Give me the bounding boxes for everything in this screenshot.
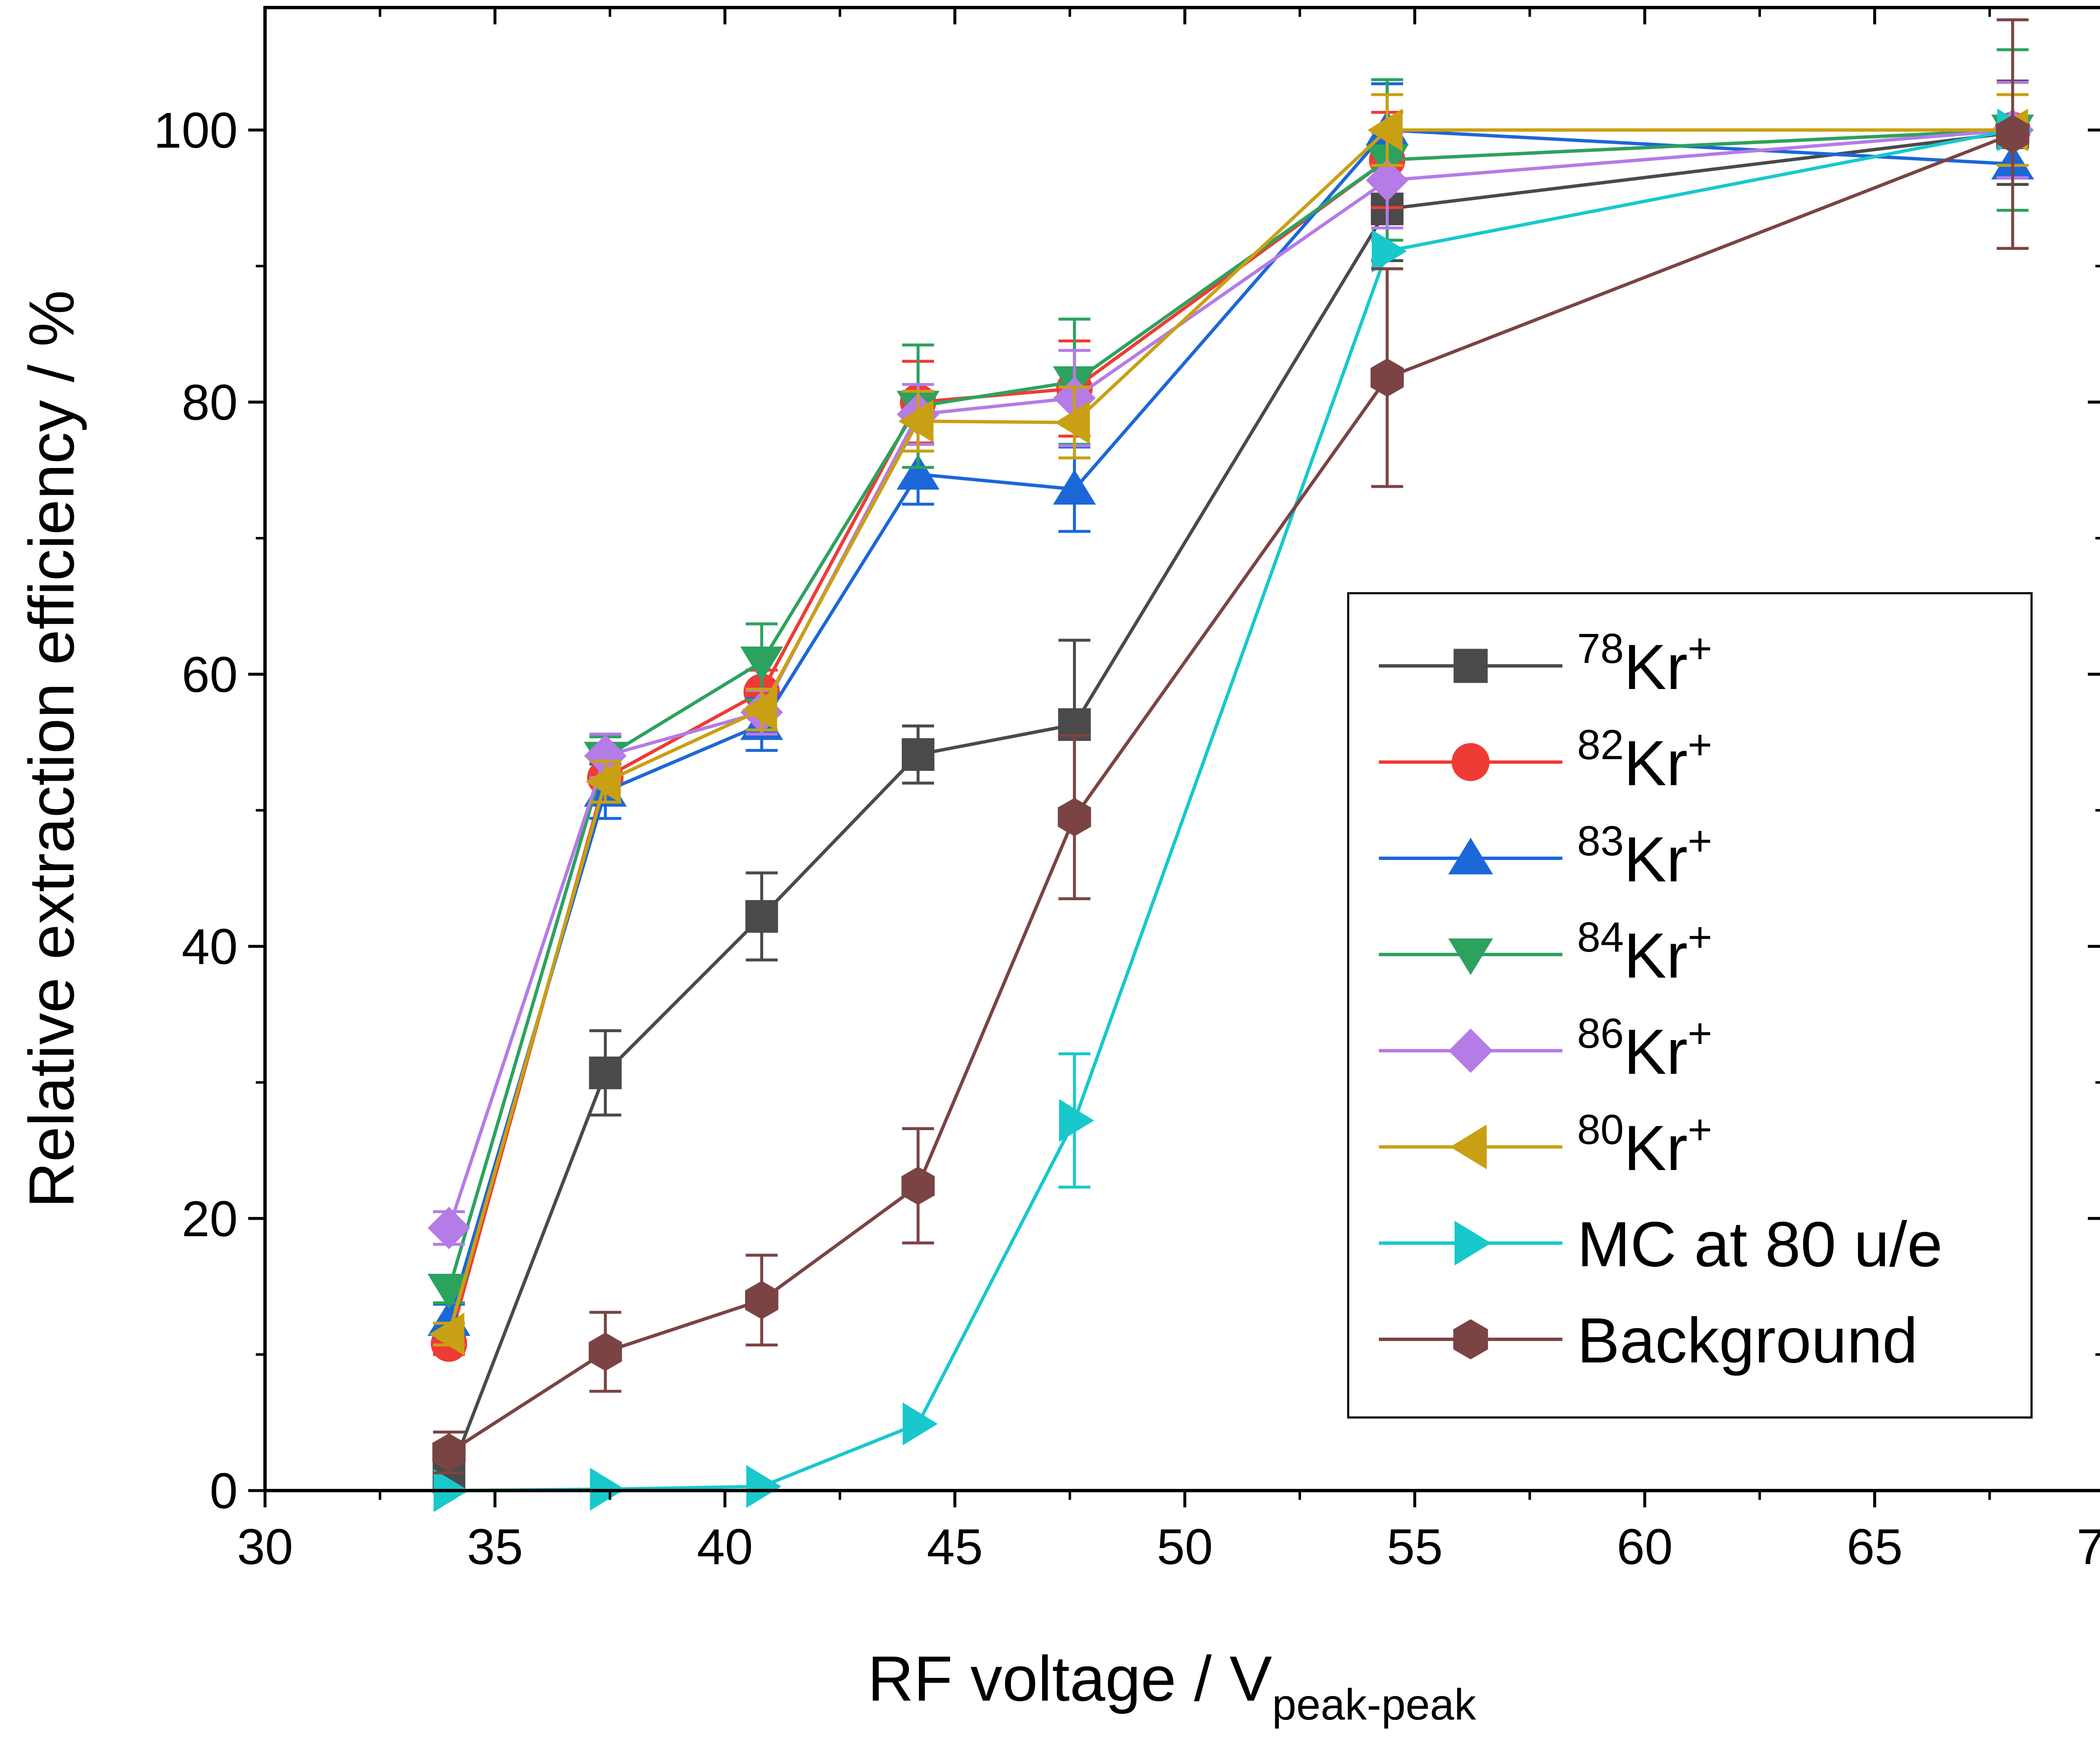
data-point [1058,798,1091,836]
x-tick-label: 65 [1847,1519,1903,1575]
x-tick-label: 40 [697,1519,753,1575]
legend-element: Kr [1624,1016,1688,1088]
legend-marker [1448,938,1493,975]
legend-entry-83-kr: 83Kr+ [1379,818,1712,895]
data-point [740,647,783,682]
data-point [1996,115,2029,153]
data-point [429,1312,465,1356]
legend-marker [1454,1220,1491,1266]
legend-element: Kr [1624,728,1688,799]
legend-label: MC at 80 u/e [1577,1209,1942,1280]
data-point [1367,108,1403,152]
data-point [1370,358,1404,397]
legend-entry-78-kr: 78Kr+ [1379,625,1712,703]
series-layer [427,18,2034,1512]
x-tick-label: 50 [1157,1519,1213,1575]
legend-entry-mc-at-80-u-e: MC at 80 u/e [1379,1209,1942,1280]
legend-label: 83Kr+ [1577,818,1712,895]
legend-mass-number: 80 [1577,1106,1624,1153]
legend-mass-number: 82 [1577,721,1624,768]
legend-entry-80-kr: 80Kr+ [1379,1106,1712,1184]
legend-mass-number: 84 [1577,914,1624,961]
legend-entry-background: Background [1379,1305,1918,1376]
data-point [1059,1099,1095,1142]
legend-entry-86-kr: 86Kr+ [1379,1010,1712,1088]
legend-marker [1453,1319,1488,1359]
legend-charge: + [1688,1010,1712,1057]
legend-label: 82Kr+ [1577,721,1712,799]
x-tick-label: 30 [237,1519,293,1575]
data-point [432,1433,466,1472]
legend-marker [1452,743,1490,781]
y-tick-label: 20 [182,1191,238,1247]
legend-element: Kr [1624,631,1688,703]
legend-entry-82-kr: 82Kr+ [1379,721,1712,799]
legend: 78Kr+82Kr+83Kr+84Kr+86Kr+80Kr+MC at 80 u… [1347,592,2033,1419]
data-point [1055,401,1090,444]
legend-label: 78Kr+ [1577,625,1712,703]
data-point [746,1465,782,1508]
x-tick-label: 60 [1617,1519,1672,1575]
legend-charge: + [1688,721,1712,768]
legend-entry-84-kr: 84Kr+ [1379,914,1712,991]
x-tick-label: 45 [927,1519,983,1575]
data-point [1372,229,1407,273]
legend-element: Kr [1624,824,1688,895]
data-point [902,738,934,771]
y-tick-label: 0 [210,1463,238,1519]
legend-mass-number: 86 [1577,1010,1624,1057]
data-point [585,760,621,803]
data-point [1366,159,1409,202]
x-tick-label: 35 [467,1519,523,1575]
legend-element: Kr [1624,920,1688,991]
x-tick-label: 70 [2076,1519,2100,1575]
data-point [742,688,777,731]
y-tick-label: 80 [182,374,238,431]
data-point [427,1273,471,1309]
y-axis-title: Relative extraction efficiency / % [16,290,87,1208]
y-tick-label: 40 [182,919,238,975]
legend-label: Background [1577,1305,1918,1376]
legend-mass-number: 83 [1577,818,1624,865]
legend-label: 86Kr+ [1577,1010,1712,1088]
data-point [589,1056,622,1089]
x-tick-label: 55 [1387,1519,1443,1575]
legend-marker [1450,1124,1487,1170]
y-tick-label: 60 [182,647,238,703]
legend-charge: + [1688,1106,1712,1153]
data-point [903,1402,938,1446]
x-axis-title-main: RF voltage / V [868,1643,1272,1714]
data-point [901,1166,935,1205]
legend-charge: + [1688,914,1712,961]
axes-layer: 30 35 40 45 50 55 60 65 70 0 20 40 60 80 100 [154,8,2100,1575]
data-point [745,900,778,933]
data-point [898,400,934,443]
x-axis-title: RF voltage / Vpeak-peak [868,1643,1477,1729]
legend-element: Kr [1624,1112,1688,1184]
legend-charge: + [1688,818,1712,865]
legend-marker [1448,838,1493,875]
y-tick-label: 100 [154,102,238,158]
legend-marker [1453,649,1488,683]
legend-mass-number: 78 [1577,625,1624,672]
data-point [428,1207,470,1249]
legend-charge: + [1688,625,1712,672]
data-point [1053,469,1096,505]
data-point [588,1332,622,1371]
legend-marker [1448,1028,1493,1073]
legend-box [1347,592,2033,1419]
legend-label: 84Kr+ [1577,914,1712,991]
series-background [432,18,2029,1475]
data-point [745,1281,779,1320]
data-point [896,454,940,490]
legend-label: 80Kr+ [1577,1106,1712,1184]
x-axis-title-subscript: peak-peak [1272,1680,1477,1729]
